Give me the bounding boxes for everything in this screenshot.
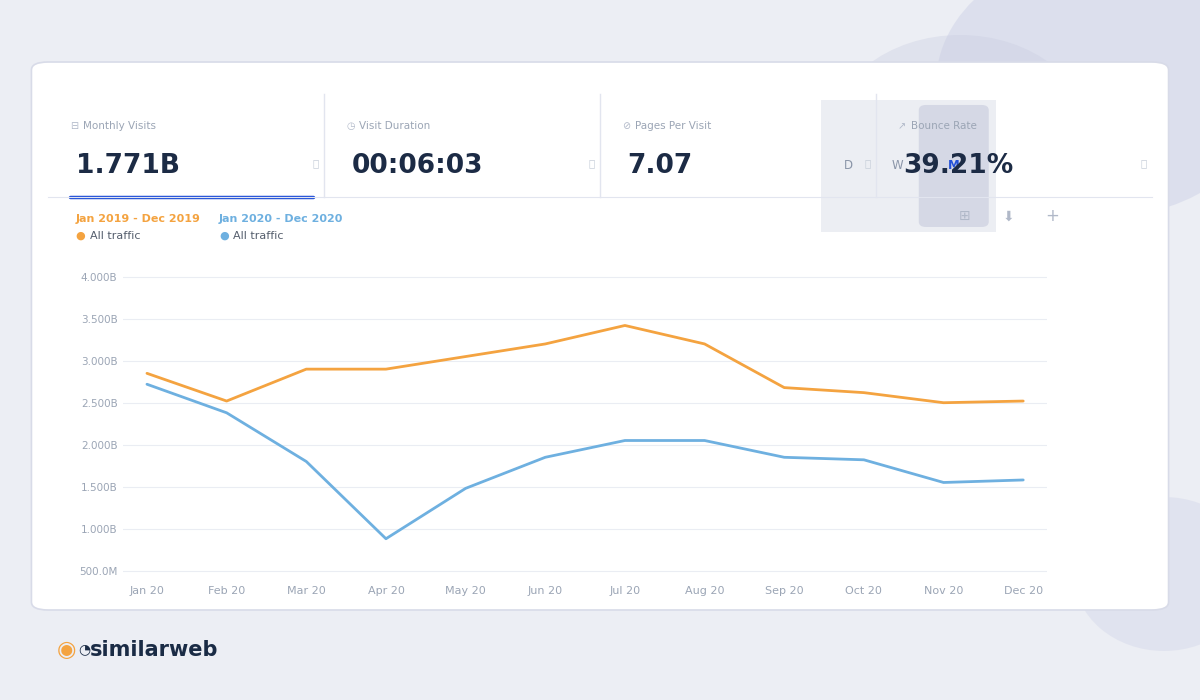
Text: ↗: ↗ [898, 121, 906, 131]
Text: ⊟: ⊟ [70, 121, 78, 131]
Text: 7.07: 7.07 [628, 153, 692, 178]
Text: ⊘: ⊘ [622, 121, 630, 131]
Text: ⓘ: ⓘ [1140, 158, 1146, 168]
Text: ⓘ: ⓘ [864, 158, 870, 168]
Text: Monthly Visits: Monthly Visits [83, 121, 156, 131]
Text: +: + [1045, 207, 1060, 225]
Text: All traffic: All traffic [90, 231, 140, 241]
Text: similarweb: similarweb [90, 640, 218, 659]
Text: ⊞: ⊞ [959, 209, 970, 223]
FancyBboxPatch shape [31, 62, 1169, 610]
FancyBboxPatch shape [919, 105, 989, 227]
Text: Bounce Rate: Bounce Rate [911, 121, 977, 131]
Text: ⓘ: ⓘ [588, 158, 594, 168]
Text: ◷: ◷ [346, 121, 354, 131]
Text: All traffic: All traffic [234, 231, 284, 241]
Text: ◔: ◔ [78, 643, 90, 657]
Text: Pages Per Visit: Pages Per Visit [635, 121, 712, 131]
Text: D: D [845, 160, 853, 172]
Text: ◉: ◉ [56, 640, 76, 659]
Text: ⬇: ⬇ [1003, 209, 1014, 223]
Text: ●: ● [220, 231, 229, 241]
Text: ●: ● [76, 231, 85, 241]
Text: ⓘ: ⓘ [312, 158, 318, 168]
Text: Visit Duration: Visit Duration [359, 121, 431, 131]
Text: Jan 2020 - Dec 2020: Jan 2020 - Dec 2020 [220, 214, 343, 224]
Text: 39.21%: 39.21% [904, 153, 1014, 178]
Text: W: W [892, 160, 904, 172]
Text: 1.771B: 1.771B [76, 153, 180, 178]
Text: M: M [948, 160, 960, 172]
Text: 00:06:03: 00:06:03 [352, 153, 484, 178]
FancyBboxPatch shape [810, 92, 1007, 240]
Text: Jan 2019 - Dec 2019: Jan 2019 - Dec 2019 [76, 214, 200, 224]
